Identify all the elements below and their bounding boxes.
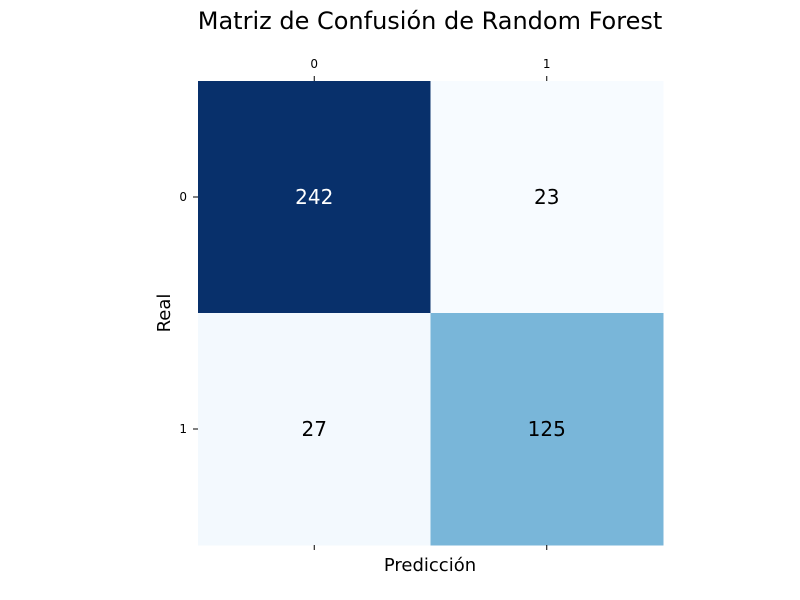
axis-ticks: 0 1 0 1 bbox=[179, 57, 551, 550]
cell-value-labels: 242 23 27 125 bbox=[295, 185, 566, 441]
y-tick-label-1: 1 bbox=[179, 422, 187, 436]
y-axis-label: Real bbox=[154, 294, 175, 333]
cell-value-label-r0-c0: 242 bbox=[295, 185, 333, 209]
heatmap-cell-r0-c1 bbox=[430, 81, 664, 314]
x-axis-label: Predicción bbox=[384, 555, 476, 576]
heatmap-cell-r1-c1 bbox=[430, 313, 664, 546]
heatmap-cell-r0-c0 bbox=[198, 81, 431, 314]
heatmap-cells bbox=[198, 81, 664, 546]
cell-value-label-r1-c0: 27 bbox=[302, 417, 327, 441]
chart-title: Matriz de Confusión de Random Forest bbox=[198, 7, 663, 35]
x-tick-label-1: 1 bbox=[543, 57, 551, 71]
x-tick-label-0: 0 bbox=[310, 57, 318, 71]
heatmap-cell-r1-c0 bbox=[198, 313, 431, 546]
cell-value-label-r0-c1: 23 bbox=[534, 185, 559, 209]
y-tick-label-0: 0 bbox=[179, 190, 187, 204]
cell-value-label-r1-c1: 125 bbox=[528, 417, 566, 441]
